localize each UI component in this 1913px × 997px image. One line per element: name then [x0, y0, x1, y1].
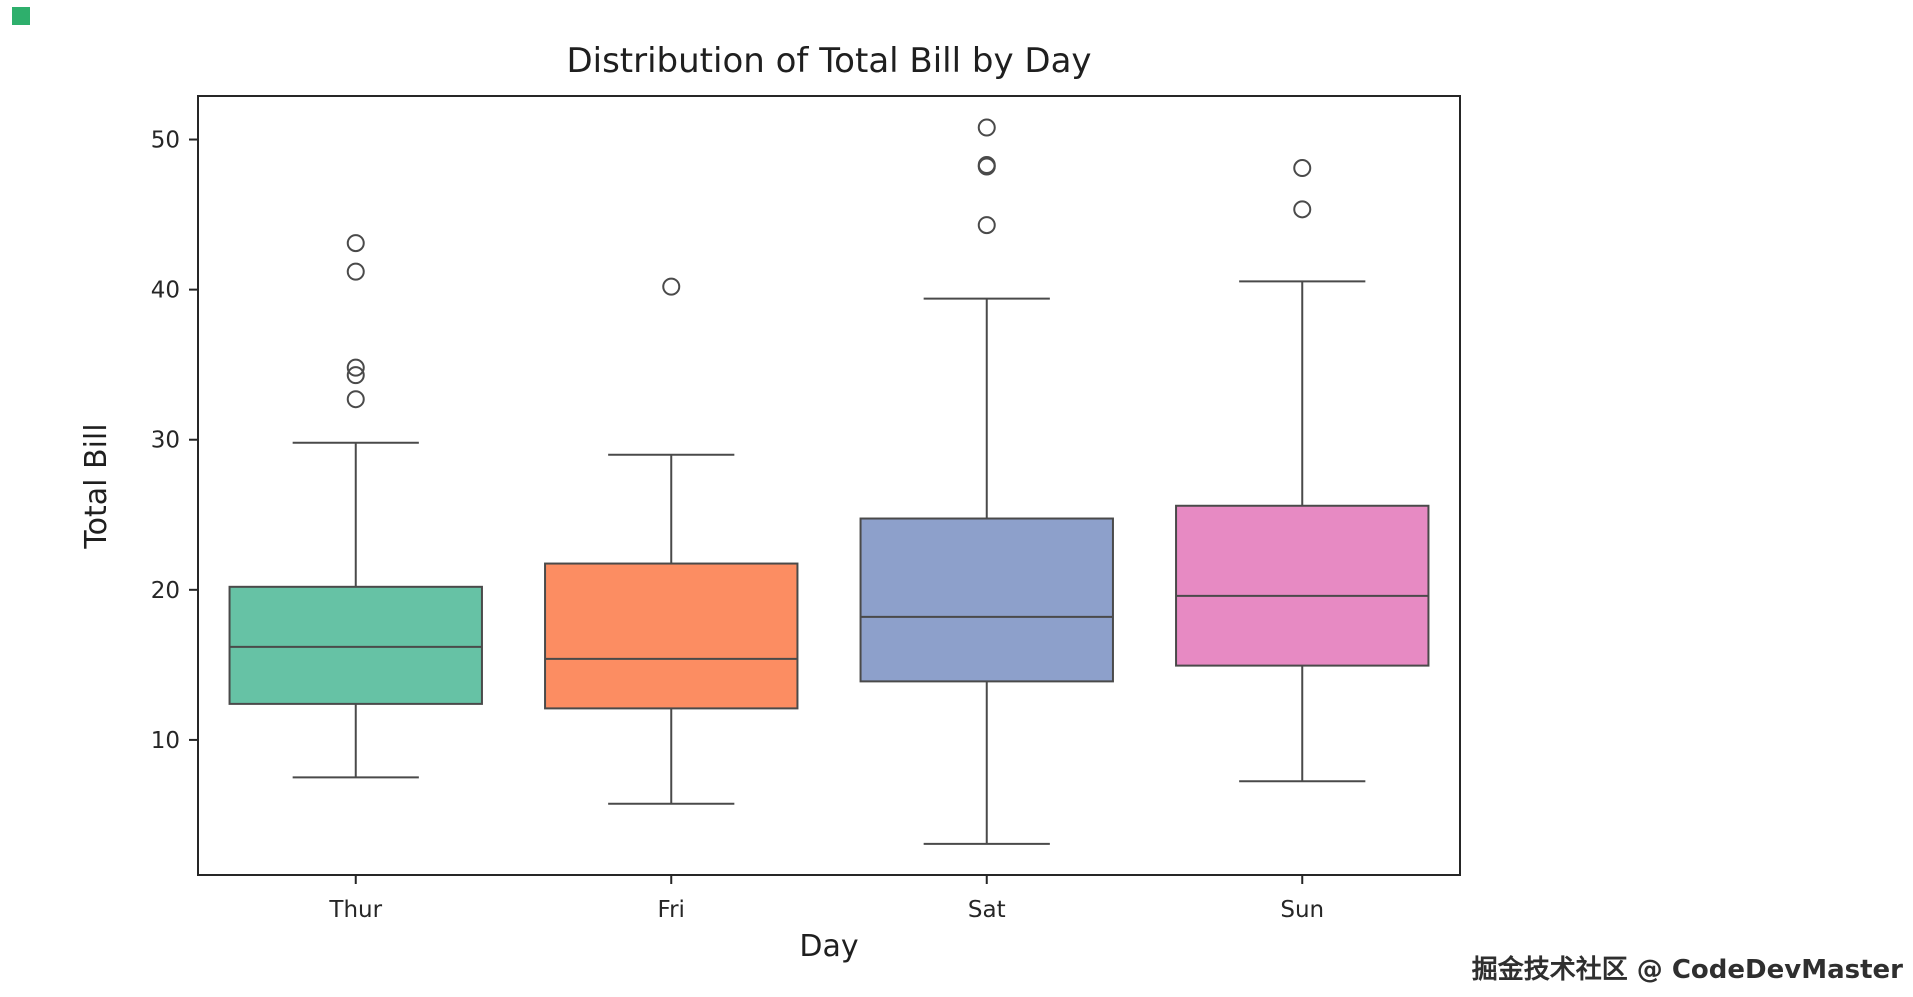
- outlier-point: [1293, 159, 1312, 178]
- chart-title: Distribution of Total Bill by Day: [566, 41, 1091, 81]
- y-tick-label: 20: [151, 578, 180, 604]
- x-tick-label: Fri: [658, 897, 685, 923]
- corner-green-square: [12, 7, 30, 25]
- box-Thur: [228, 234, 483, 779]
- x-axis-label: Day: [799, 929, 858, 964]
- iqr-box: [859, 517, 1114, 683]
- x-tick-label: Thur: [328, 897, 382, 923]
- y-tick-label: 10: [151, 728, 180, 754]
- plot-content: 10 20 30 40 50 Thur Fri Sat Sun: [151, 95, 1461, 923]
- outlier-point: [977, 156, 996, 175]
- x-tick-label: Sat: [968, 897, 1006, 923]
- outlier-point: [346, 358, 365, 377]
- box-Fri: [544, 277, 799, 805]
- plot-frame: [197, 95, 1461, 876]
- outlier-point: [346, 366, 365, 385]
- box-Sat: [859, 118, 1114, 845]
- outlier-point: [1293, 200, 1312, 219]
- watermark: 掘金技术社区 @ CodeDevMaster: [1472, 954, 1903, 985]
- outlier-point: [346, 234, 365, 253]
- iqr-box: [1175, 504, 1430, 667]
- y-tick-label: 40: [151, 278, 180, 304]
- outlier-point: [346, 262, 365, 281]
- iqr-box: [544, 562, 799, 710]
- y-tick-label: 30: [151, 428, 180, 454]
- outlier-point: [662, 277, 681, 296]
- iqr-box: [228, 585, 483, 705]
- y-tick-label: 50: [151, 128, 180, 154]
- outlier-point: [977, 216, 996, 235]
- outlier-point: [346, 390, 365, 409]
- x-tick-label: Sun: [1280, 897, 1324, 923]
- y-axis-label: Total Bill: [79, 423, 114, 549]
- box-Sun: [1175, 159, 1430, 783]
- outlier-point: [977, 118, 996, 137]
